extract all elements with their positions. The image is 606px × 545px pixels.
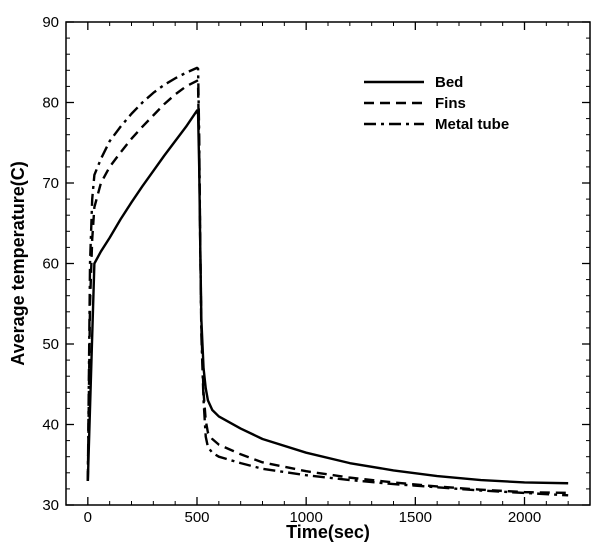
legend-label-fins: Fins (435, 95, 466, 112)
series-line-bed (86, 109, 569, 485)
x-tick-label: 1500 (399, 509, 432, 526)
y-tick-label: 50 (42, 336, 59, 353)
x-tick-label: 500 (184, 509, 209, 526)
legend-label-bed: Bed (435, 74, 463, 91)
x-axis-title: Time(sec) (286, 522, 370, 542)
legend: Bed Fins Metal tube (364, 74, 509, 133)
axes-layer: 0 500 1000 1500 2000 30 40 50 60 70 80 90 (42, 14, 591, 526)
y-tick-label: 80 (42, 95, 59, 112)
y-tick-label: 40 (42, 417, 59, 434)
axes-frame (65, 21, 591, 506)
y-axis-title: Average temperature(C) (8, 161, 28, 365)
series-line-fins (86, 79, 569, 495)
y-tick-label: 60 (42, 256, 59, 273)
series-line-metal-tube (86, 66, 569, 497)
x-tick-label: 0 (84, 509, 92, 526)
x-tick-label: 1000 (289, 509, 322, 526)
y-tick-label: 90 (42, 14, 59, 31)
series-layer (86, 66, 569, 497)
y-tick-label: 30 (42, 497, 59, 514)
legend-label-metal-tube: Metal tube (435, 116, 509, 133)
x-tick-label: 2000 (508, 509, 541, 526)
y-tick-label: 70 (42, 175, 59, 192)
